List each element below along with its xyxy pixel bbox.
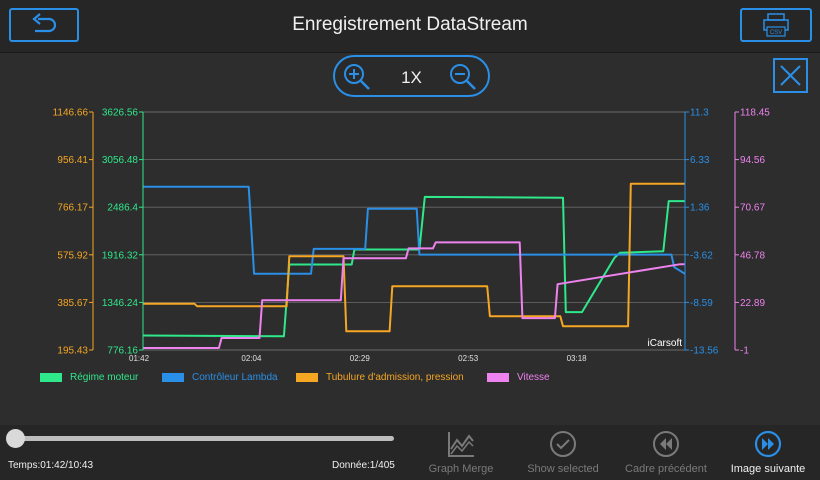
- zoom-level: 1X: [401, 68, 422, 87]
- export-csv-button[interactable]: CSV: [740, 8, 812, 42]
- y-tick-label: 1146.66: [53, 108, 89, 119]
- chart-merge-icon: [448, 432, 474, 457]
- y-tick-label: 6.33: [690, 155, 710, 166]
- legend-label: Régime moteur: [70, 372, 139, 383]
- zoom-in-icon[interactable]: [341, 61, 373, 93]
- next-image-label: Image suivante: [730, 463, 806, 475]
- previous-frame-label: Cadre précédent: [625, 463, 707, 475]
- y-tick-label: 766.17: [57, 203, 88, 214]
- bottom-bar: Temps:01:42/10:43 Donnée:1/405 Graph Mer…: [0, 425, 820, 480]
- show-selected-label: Show selected: [527, 463, 599, 475]
- x-tick-label: 02:53: [458, 354, 479, 363]
- legend-item-pression: Tubulure d'admission, pression: [296, 372, 464, 383]
- close-icon: [780, 65, 801, 86]
- timeline-slider[interactable]: [14, 436, 394, 441]
- y-tick-label: 3626.56: [102, 108, 139, 119]
- next-image-button[interactable]: Image suivante: [718, 429, 818, 475]
- data-counter: Donnée:1/405: [332, 460, 395, 471]
- zoom-control: 1X: [333, 55, 490, 97]
- x-tick-label: 02:04: [241, 354, 262, 363]
- y-tick-label: 385.67: [57, 298, 88, 309]
- y-tick-label: -3.62: [690, 250, 713, 261]
- back-button[interactable]: [9, 8, 79, 42]
- y-tick-label: 118.45: [740, 108, 770, 119]
- y-tick-label: 11.3: [690, 108, 709, 119]
- y-tick-label: 195.43: [57, 346, 88, 357]
- previous-frame-button[interactable]: Cadre précédent: [616, 429, 716, 475]
- csv-label: CSV: [770, 30, 782, 36]
- x-tick-label: 01:42: [129, 354, 150, 363]
- top-bar: Enregistrement DataStream CSV: [0, 0, 820, 53]
- show-selected-button[interactable]: Show selected: [513, 429, 613, 475]
- x-tick-label: 02:29: [350, 354, 371, 363]
- legend-swatch: [40, 373, 62, 382]
- rewind-icon: [653, 431, 679, 457]
- y-tick-label: 46.78: [740, 250, 765, 261]
- timeline-slider-thumb[interactable]: [6, 429, 25, 448]
- printer-csv-icon: CSV: [763, 13, 789, 37]
- legend-item-lambda: Contrôleur Lambda: [162, 372, 278, 383]
- legend-label: Contrôleur Lambda: [192, 372, 278, 383]
- elapsed-time: Temps:01:42/10:43: [8, 460, 94, 471]
- plot-area: [142, 111, 686, 351]
- legend-swatch: [162, 373, 184, 382]
- legend-swatch: [296, 373, 318, 382]
- fast-forward-icon: [754, 430, 782, 458]
- series-line: [143, 241, 685, 349]
- graph-merge-button[interactable]: Graph Merge: [411, 429, 511, 475]
- series-line: [143, 182, 685, 333]
- y-tick-label: 776.16: [107, 346, 138, 357]
- page-title: Enregistrement DataStream: [292, 14, 528, 35]
- y-tick-label: 956.41: [57, 155, 88, 166]
- legend-item-regime: Régime moteur: [40, 372, 138, 383]
- y-tick-label: 1916.32: [102, 250, 139, 261]
- datastream-chart: iCarsoft 1146.66 956.41 766.17 575.92 385.67…: [53, 108, 771, 364]
- y-tick-label: -1: [740, 346, 749, 357]
- y-tick-label: 70.67: [740, 203, 765, 214]
- y-tick-label: 575.92: [57, 250, 88, 261]
- y-tick-label: 1.36: [690, 203, 710, 214]
- legend-item-vitesse: Vitesse: [487, 372, 550, 383]
- back-arrow-icon: [32, 13, 57, 33]
- y-tick-label: 2486.4: [107, 203, 138, 214]
- series-line: [143, 185, 686, 275]
- y-tick-label: -8.59: [690, 298, 713, 309]
- x-tick-label: 03:18: [567, 354, 588, 363]
- legend-label: Vitesse: [517, 372, 550, 383]
- y-tick-label: 3056.48: [102, 155, 139, 166]
- close-button[interactable]: [773, 58, 808, 93]
- legend-label: Tubulure d'admission, pression: [326, 372, 464, 383]
- y-tick-label: 22.89: [740, 298, 765, 309]
- y-tick-label: 1346.24: [102, 298, 139, 309]
- zoom-out-icon[interactable]: [447, 61, 479, 93]
- check-circle-icon: [550, 431, 576, 457]
- legend-swatch: [487, 373, 509, 382]
- watermark: iCarsoft: [648, 338, 683, 349]
- graph-merge-label: Graph Merge: [428, 463, 494, 475]
- y-tick-label: 94.56: [740, 155, 765, 166]
- y-tick-label: -13.56: [690, 346, 719, 357]
